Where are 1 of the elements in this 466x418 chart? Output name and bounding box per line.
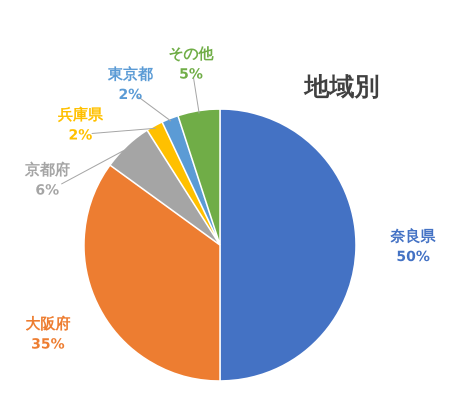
- text: 地域別: [304, 72, 380, 101]
